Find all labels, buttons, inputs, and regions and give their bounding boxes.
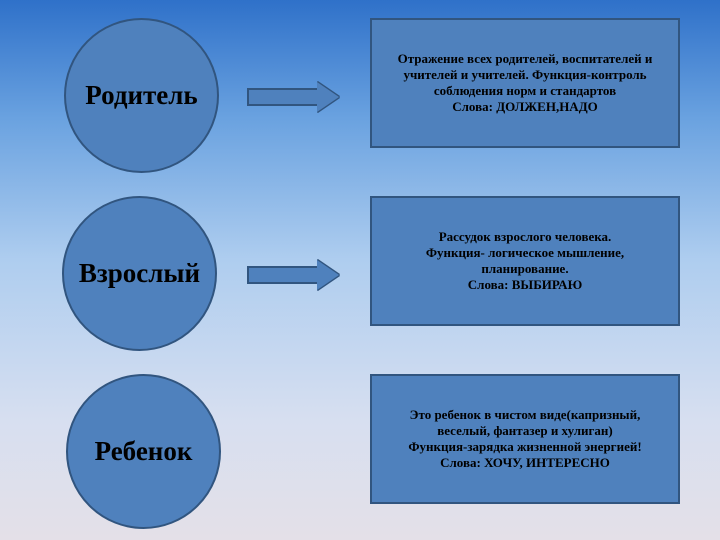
arrow-shaft [247,266,319,284]
circle-adult: Взрослый [62,196,217,351]
description-box-child: Это ребенок в чистом виде(капризный, вес… [370,374,680,504]
arrow-shaft [247,88,319,106]
description-box-parent: Отражение всех родителей, воспитателей и… [370,18,680,148]
arrow-head [317,82,339,112]
description-text-child: Это ребенок в чистом виде(капризный, вес… [386,407,664,472]
arrow-parent [247,82,339,112]
arrow-head [317,260,339,290]
circle-label-child: Ребенок [95,436,193,467]
circle-label-parent: Родитель [85,80,197,111]
circle-label-adult: Взрослый [79,258,200,289]
circle-parent: Родитель [64,18,219,173]
circle-child: Ребенок [66,374,221,529]
description-text-adult: Рассудок взрослого человека. Функция- ло… [386,229,664,294]
slide-canvas: Родитель Отражение всех родителей, воспит… [0,0,720,540]
arrow-adult [247,260,339,290]
description-text-parent: Отражение всех родителей, воспитателей и… [386,51,664,116]
description-box-adult: Рассудок взрослого человека. Функция- ло… [370,196,680,326]
